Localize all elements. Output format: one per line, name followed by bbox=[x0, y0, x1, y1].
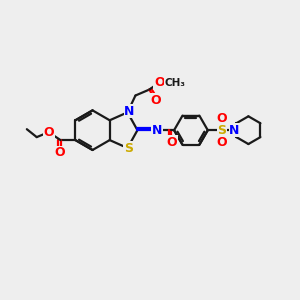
Text: O: O bbox=[54, 146, 65, 160]
Text: O: O bbox=[154, 76, 164, 89]
Text: N: N bbox=[229, 124, 240, 137]
Text: CH₃: CH₃ bbox=[165, 78, 186, 88]
Text: O: O bbox=[216, 112, 227, 125]
Text: N: N bbox=[152, 124, 162, 137]
Text: S: S bbox=[217, 124, 226, 137]
Text: S: S bbox=[124, 142, 133, 154]
Text: N: N bbox=[124, 105, 135, 118]
Text: O: O bbox=[150, 94, 160, 107]
Text: O: O bbox=[43, 126, 54, 139]
Text: O: O bbox=[216, 136, 227, 148]
Text: O: O bbox=[167, 136, 177, 148]
